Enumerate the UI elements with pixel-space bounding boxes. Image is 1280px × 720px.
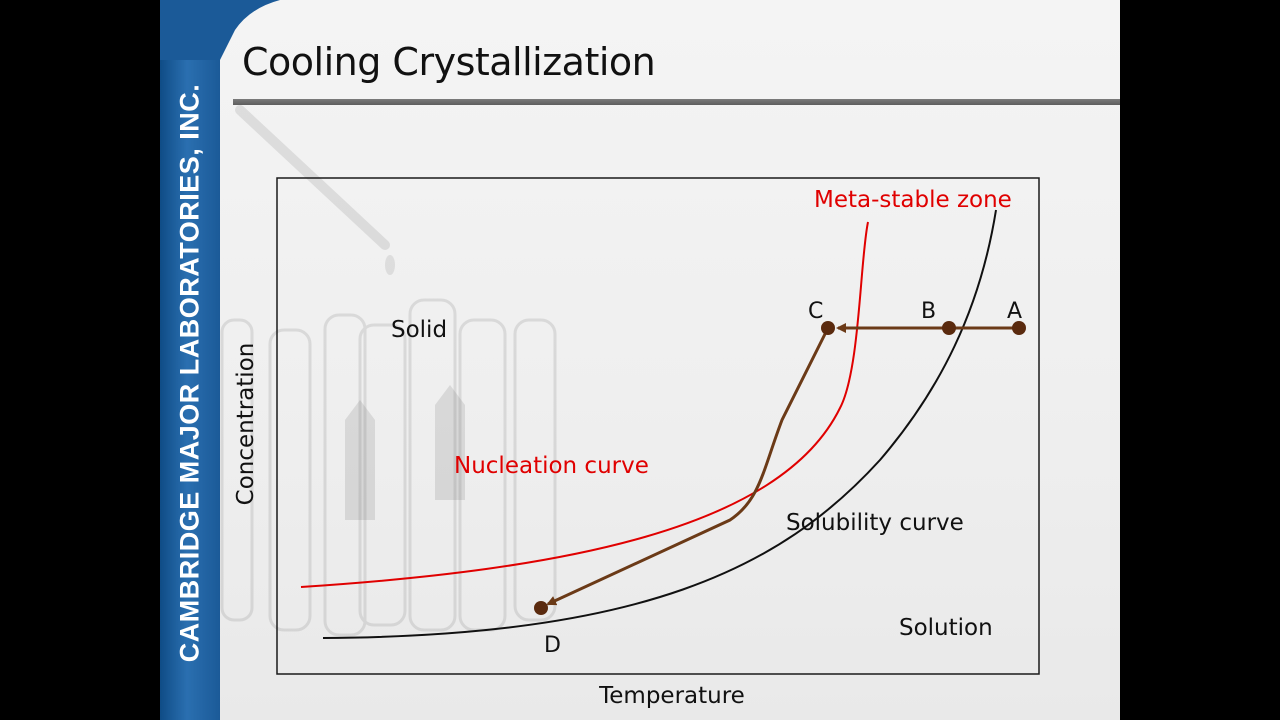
nucleation-curve: [300, 221, 869, 588]
point-b-marker: [942, 321, 956, 335]
point-a-label: A: [1007, 299, 1022, 324]
point-c-label: C: [808, 299, 823, 324]
slide-title: Cooling Crystallization: [242, 40, 656, 84]
title-rule: [233, 99, 1120, 105]
plot-frame: [276, 177, 1040, 675]
solid-region-label: Solid: [391, 317, 447, 343]
x-axis-label: Temperature: [598, 683, 745, 709]
crystallization-path-cd: [546, 327, 830, 606]
solubility-curve-label: Solubility curve: [786, 510, 964, 536]
metastable-zone-label: Meta-stable zone: [814, 187, 1012, 213]
solubility-curve: [322, 209, 997, 639]
point-d-label: D: [544, 633, 561, 658]
point-c-marker: [821, 321, 835, 335]
point-a-marker: [1012, 321, 1026, 335]
crystallization-diagram: A B C D Meta-stable zone Nucleation curv…: [233, 177, 1040, 709]
point-d-marker: [534, 601, 548, 615]
sidebar-top-wedge: [160, 0, 280, 60]
y-axis-label: Concentration: [233, 343, 259, 506]
nucleation-curve-label: Nucleation curve: [454, 453, 649, 479]
point-b-label: B: [921, 299, 936, 324]
solution-region-label: Solution: [899, 615, 993, 641]
slide: CAMBRIDGE MAJOR LABORATORIES, INC. Cooli…: [160, 0, 1120, 720]
brand-sidebar: [160, 0, 220, 720]
